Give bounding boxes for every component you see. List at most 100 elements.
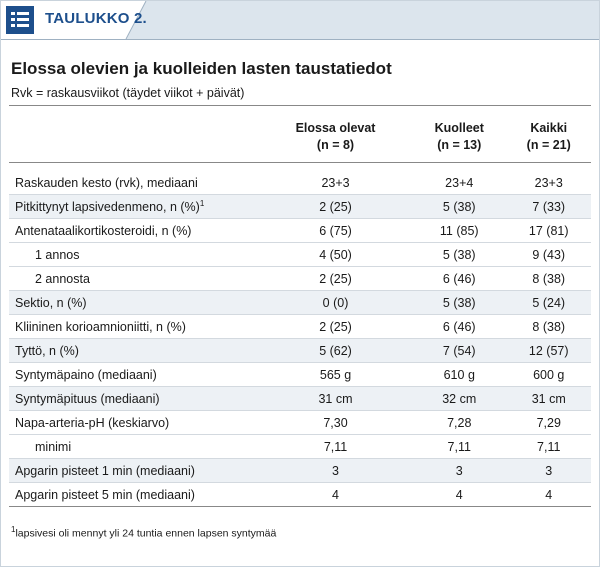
row-label-text: Sektio, n (%) bbox=[15, 295, 87, 310]
row-label: Syntymäpituus (mediaani) bbox=[9, 386, 259, 411]
cell: 31 cm bbox=[506, 386, 591, 411]
table-row: Syntymäpaino (mediaani) 565 g 610 g 600 g bbox=[9, 362, 591, 387]
cell: 4 bbox=[412, 482, 507, 507]
cell: 7,11 bbox=[412, 434, 507, 459]
spacer bbox=[9, 163, 591, 172]
cell: 4 (50) bbox=[259, 242, 413, 267]
table-row: Syntymäpituus (mediaani) 31 cm 32 cm 31 cm bbox=[9, 386, 591, 411]
cell: 610 g bbox=[412, 362, 507, 387]
row-label: Apgarin pisteet 5 min (mediaani) bbox=[9, 482, 259, 507]
row-label-text: Apgarin pisteet 5 min (mediaani) bbox=[15, 487, 195, 502]
row-label-text: Apgarin pisteet 1 min (mediaani) bbox=[15, 463, 195, 478]
cell: 11 (85) bbox=[412, 218, 507, 243]
table-row: Pitkittynyt lapsivedenmeno, n (%)1 2 (25)… bbox=[9, 194, 591, 219]
table-row: Raskauden kesto (rvk), mediaani 23+3 23+4 2… bbox=[9, 171, 591, 195]
cell: 23+3 bbox=[506, 171, 591, 195]
cell: 17 (81) bbox=[506, 218, 591, 243]
row-label: Pitkittynyt lapsivedenmeno, n (%)1 bbox=[9, 194, 259, 219]
cell: 0 (0) bbox=[259, 290, 413, 315]
cell: 4 bbox=[259, 482, 413, 507]
cell: 600 g bbox=[506, 362, 591, 387]
row-label: Syntymäpaino (mediaani) bbox=[9, 362, 259, 387]
row-label-text: Antenataalikortikosteroidi, n (%) bbox=[15, 223, 192, 238]
row-label-text: minimi bbox=[35, 439, 72, 454]
row-label: Antenataalikortikosteroidi, n (%) bbox=[9, 218, 259, 243]
row-label-text: Raskauden kesto (rvk), mediaani bbox=[15, 175, 198, 190]
cell: 31 cm bbox=[259, 386, 413, 411]
column-header: Kuolleet (n = 13) bbox=[412, 105, 507, 163]
cell: 23+4 bbox=[412, 171, 507, 195]
row-label-text: Syntymäpituus (mediaani) bbox=[15, 391, 160, 406]
cell: 8 (38) bbox=[506, 266, 591, 291]
cell: 9 (43) bbox=[506, 242, 591, 267]
column-name: Kaikki bbox=[530, 121, 568, 135]
cell: 7,28 bbox=[412, 410, 507, 435]
subtitle: Rvk = raskausviikot (täydet viikot + päi… bbox=[11, 86, 245, 100]
cell: 7 (33) bbox=[506, 194, 591, 219]
row-label: Tyttö, n (%) bbox=[9, 338, 259, 363]
table-label: TAULUKKO 2. bbox=[45, 10, 147, 27]
row-label: Sektio, n (%) bbox=[9, 290, 259, 315]
table-icon bbox=[6, 6, 34, 34]
data-table: Elossa olevat (n = 8) Kuolleet (n = 13) Kaik… bbox=[9, 105, 591, 507]
cell: 8 (38) bbox=[506, 314, 591, 339]
table-row: 1 annos 4 (50) 5 (38) 9 (43) bbox=[9, 242, 591, 267]
row-label-text: 1 annos bbox=[35, 247, 80, 262]
footnote-marker: 1 bbox=[11, 525, 16, 534]
cell: 3 bbox=[259, 458, 413, 483]
row-label-text: Syntymäpaino (mediaani) bbox=[15, 367, 157, 382]
table-row: Apgarin pisteet 1 min (mediaani) 3 3 3 bbox=[9, 458, 591, 483]
cell: 5 (38) bbox=[412, 290, 507, 315]
note-marker: 1 bbox=[199, 198, 205, 208]
row-label: 1 annos bbox=[9, 242, 259, 267]
table-row: Sektio, n (%) 0 (0) 5 (38) 5 (24) bbox=[9, 290, 591, 315]
cell: 32 cm bbox=[412, 386, 507, 411]
column-header: Kaikki (n = 21) bbox=[506, 105, 591, 163]
cell: 3 bbox=[506, 458, 591, 483]
cell: 6 (46) bbox=[412, 266, 507, 291]
column-name: Elossa olevat bbox=[295, 121, 376, 135]
cell: 2 (25) bbox=[259, 266, 413, 291]
cell: 12 (57) bbox=[506, 338, 591, 363]
header-row: Elossa olevat (n = 8) Kuolleet (n = 13) Kaik… bbox=[9, 105, 591, 163]
header-tab bbox=[1, 1, 147, 39]
row-label: Raskauden kesto (rvk), mediaani bbox=[9, 171, 259, 195]
row-label: minimi bbox=[9, 434, 259, 459]
row-label: Napa-arteria-pH (keskiarvo) bbox=[9, 410, 259, 435]
row-label-text: Pitkittynyt lapsivedenmeno, n (%) bbox=[15, 200, 200, 215]
row-label-text: Napa-arteria-pH (keskiarvo) bbox=[15, 415, 170, 430]
header-bar: TAULUKKO 2. bbox=[1, 1, 599, 40]
table-row: 2 annosta 2 (25) 6 (46) 8 (38) bbox=[9, 266, 591, 291]
header-cell bbox=[9, 105, 259, 163]
cell: 5 (62) bbox=[259, 338, 413, 363]
cell: 2 (25) bbox=[259, 194, 413, 219]
footnote-text: lapsivesi oli mennyt yli 24 tuntia ennen… bbox=[15, 527, 277, 540]
column-n: (n = 8) bbox=[316, 138, 355, 152]
cell: 5 (24) bbox=[506, 290, 591, 315]
spacer-cell bbox=[9, 163, 591, 172]
cell: 4 bbox=[506, 482, 591, 507]
cell: 5 (38) bbox=[412, 194, 507, 219]
table-row: Napa-arteria-pH (keskiarvo) 7,30 7,28 7,29 bbox=[9, 410, 591, 435]
cell: 7,29 bbox=[506, 410, 591, 435]
cell: 2 (25) bbox=[259, 314, 413, 339]
table-row: Kliininen korioamnioniitti, n (%) 2 (25) 6… bbox=[9, 314, 591, 339]
table-row: Tyttö, n (%) 5 (62) 7 (54) 12 (57) bbox=[9, 338, 591, 363]
cell: 7,30 bbox=[259, 410, 413, 435]
cell: 23+3 bbox=[259, 171, 413, 195]
cell: 5 (38) bbox=[412, 242, 507, 267]
table-row: Antenataalikortikosteroidi, n (%) 6 (75) 1… bbox=[9, 218, 591, 243]
cell: 3 bbox=[412, 458, 507, 483]
column-n: (n = 13) bbox=[437, 138, 482, 152]
row-label: 2 annosta bbox=[9, 266, 259, 291]
row-label: Kliininen korioamnioniitti, n (%) bbox=[9, 314, 259, 339]
table-row: minimi 7,11 7,11 7,11 bbox=[9, 434, 591, 459]
row-label: Apgarin pisteet 1 min (mediaani) bbox=[9, 458, 259, 483]
cell: 6 (46) bbox=[412, 314, 507, 339]
row-label-text: 2 annosta bbox=[35, 271, 90, 286]
cell: 7 (54) bbox=[412, 338, 507, 363]
footnote: 1lapsivesi oli mennyt yli 24 tuntia enne… bbox=[11, 525, 276, 540]
row-label-text: Kliininen korioamnioniitti, n (%) bbox=[15, 319, 186, 334]
cell: 565 g bbox=[259, 362, 413, 387]
